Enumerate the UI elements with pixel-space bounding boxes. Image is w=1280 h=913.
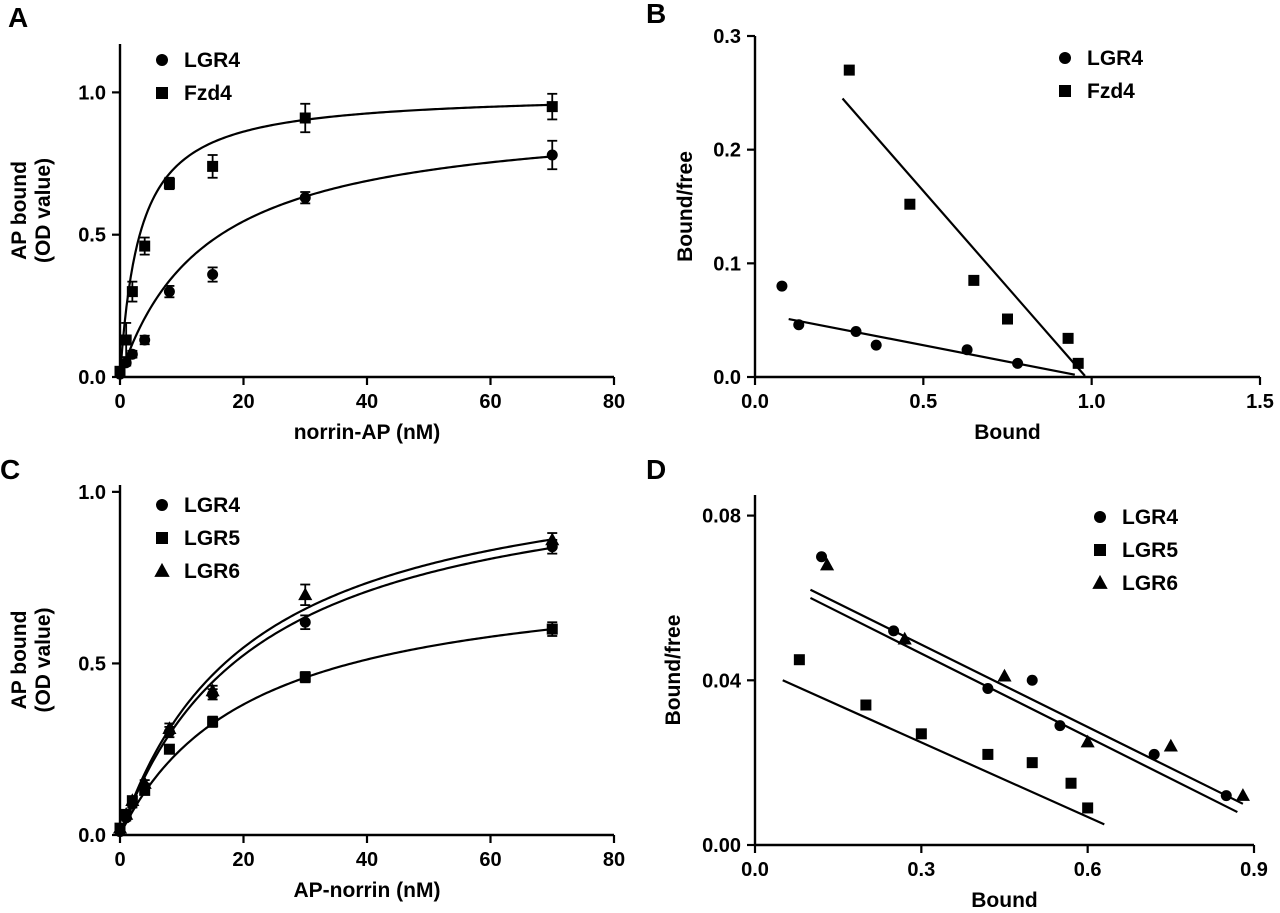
svg-text:0.2: 0.2 xyxy=(713,140,741,162)
svg-text:norrin-AP (nM): norrin-AP (nM) xyxy=(294,421,441,444)
chart-c-saturation-binding: 0 20 40 60 80 0.0 0.5 1.0 AP-norrin (nM) AP bound… xyxy=(8,482,625,902)
svg-text:20: 20 xyxy=(232,849,254,871)
svg-text:AP-norrin (nM): AP-norrin (nM) xyxy=(294,879,441,902)
chart-d-scatchard: 0.0 0.3 0.6 0.9 0.00 0.04 0.08 Bound Bound/free L… xyxy=(662,495,1268,912)
svg-text:1.0: 1.0 xyxy=(1078,391,1106,413)
svg-text:1.5: 1.5 xyxy=(1246,391,1274,413)
svg-text:LGR4: LGR4 xyxy=(184,49,240,72)
svg-text:(OD value): (OD value) xyxy=(32,158,55,263)
svg-text:0.5: 0.5 xyxy=(78,653,106,675)
svg-text:Bound: Bound xyxy=(974,421,1040,444)
svg-text:0.3: 0.3 xyxy=(713,26,741,48)
svg-text:80: 80 xyxy=(603,391,625,413)
svg-text:0.9: 0.9 xyxy=(1240,859,1268,881)
panel-b-label: B xyxy=(646,0,667,29)
svg-text:Bound/free: Bound/free xyxy=(662,615,685,726)
svg-text:0: 0 xyxy=(114,391,125,413)
svg-text:80: 80 xyxy=(603,849,625,871)
chart-a-saturation-binding: 0 20 40 60 80 0.0 0.5 1.0 norrin-AP (nM) AP bound… xyxy=(8,44,625,444)
svg-text:0.04: 0.04 xyxy=(702,670,742,692)
panel-c: 0 20 40 60 80 0.0 0.5 1.0 AP-norrin (nM) AP bound… xyxy=(0,455,640,913)
svg-text:Bound/free: Bound/free xyxy=(674,151,697,262)
chart-b-scatchard: 0.0 0.5 1.0 1.5 0.0 0.1 0.2 0.3 Bound Bound/free L… xyxy=(674,26,1274,444)
svg-text:0.5: 0.5 xyxy=(78,225,106,247)
svg-text:40: 40 xyxy=(356,391,378,413)
svg-text:LGR4: LGR4 xyxy=(184,494,240,517)
svg-text:AP bound: AP bound xyxy=(8,611,31,710)
svg-text:LGR5: LGR5 xyxy=(1122,539,1178,562)
svg-text:60: 60 xyxy=(479,391,501,413)
svg-text:Bound: Bound xyxy=(971,889,1037,912)
panel-c-label: C xyxy=(0,454,21,485)
svg-text:AP bound: AP bound xyxy=(8,161,31,260)
svg-text:0.00: 0.00 xyxy=(702,835,741,857)
panel-a: 0 20 40 60 80 0.0 0.5 1.0 norrin-AP (nM) AP bound… xyxy=(0,0,640,455)
svg-text:0.3: 0.3 xyxy=(907,859,935,881)
svg-text:1.0: 1.0 xyxy=(78,82,106,104)
panel-d: 0.0 0.3 0.6 0.9 0.00 0.04 0.08 Bound Bound/free L… xyxy=(640,455,1280,913)
svg-text:Fzd4: Fzd4 xyxy=(1087,80,1135,103)
svg-text:0.0: 0.0 xyxy=(78,367,106,389)
svg-text:0.1: 0.1 xyxy=(713,253,741,275)
svg-text:1.0: 1.0 xyxy=(78,482,106,504)
svg-text:40: 40 xyxy=(356,849,378,871)
svg-text:LGR5: LGR5 xyxy=(184,527,240,550)
svg-text:Fzd4: Fzd4 xyxy=(184,82,232,105)
svg-text:0.5: 0.5 xyxy=(909,391,937,413)
svg-text:0.0: 0.0 xyxy=(741,391,769,413)
svg-text:0.08: 0.08 xyxy=(702,506,741,528)
svg-text:0.0: 0.0 xyxy=(741,859,769,881)
svg-text:(OD value): (OD value) xyxy=(32,607,55,712)
svg-text:20: 20 xyxy=(232,391,254,413)
svg-text:LGR4: LGR4 xyxy=(1122,506,1178,529)
svg-text:0.0: 0.0 xyxy=(78,825,106,847)
panel-a-label: A xyxy=(8,2,29,33)
svg-text:LGR6: LGR6 xyxy=(1122,572,1178,595)
svg-text:0: 0 xyxy=(114,849,125,871)
svg-text:0.6: 0.6 xyxy=(1074,859,1102,881)
panel-b: 0.0 0.5 1.0 1.5 0.0 0.1 0.2 0.3 Bound Bound/free L… xyxy=(640,0,1280,455)
svg-text:0.0: 0.0 xyxy=(713,367,741,389)
panel-d-label: D xyxy=(646,454,667,485)
svg-text:LGR6: LGR6 xyxy=(184,560,240,583)
svg-text:LGR4: LGR4 xyxy=(1087,47,1143,70)
svg-text:60: 60 xyxy=(479,849,501,871)
